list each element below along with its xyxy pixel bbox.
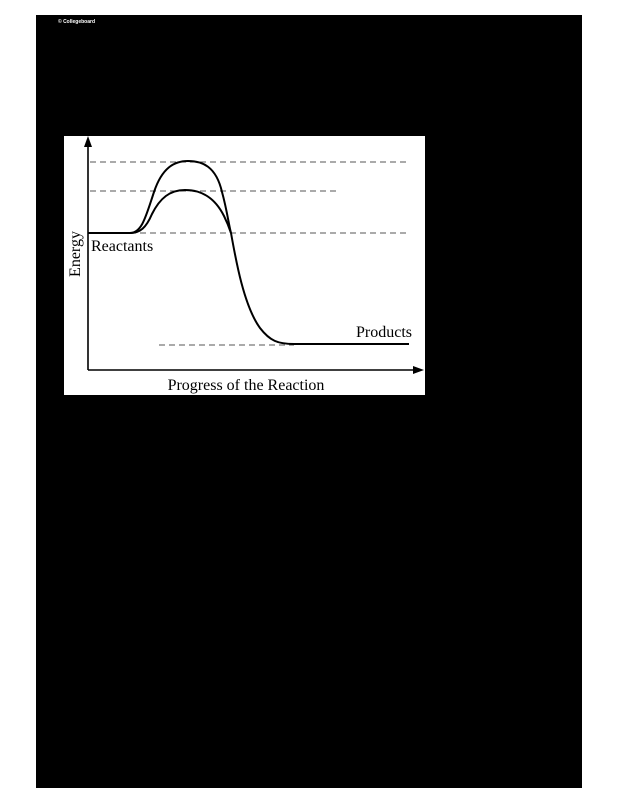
energy-diagram: Reactants Products Progress of the React… [64,136,425,395]
x-axis-label: Progress of the Reaction [168,377,325,394]
collegeboard-logo: © Collegeboard [58,19,96,25]
y-axis-label: Energy [67,231,84,277]
products-label: Products [356,324,412,341]
uncatalyzed-curve [88,159,232,234]
descent-curve [230,232,409,345]
y-axis-arrowhead [84,136,92,147]
x-axis-arrowhead [413,366,424,374]
reactants-label: Reactants [91,238,153,255]
catalyzed-curve [129,188,232,234]
page-background: © Collegeboard [36,15,582,788]
